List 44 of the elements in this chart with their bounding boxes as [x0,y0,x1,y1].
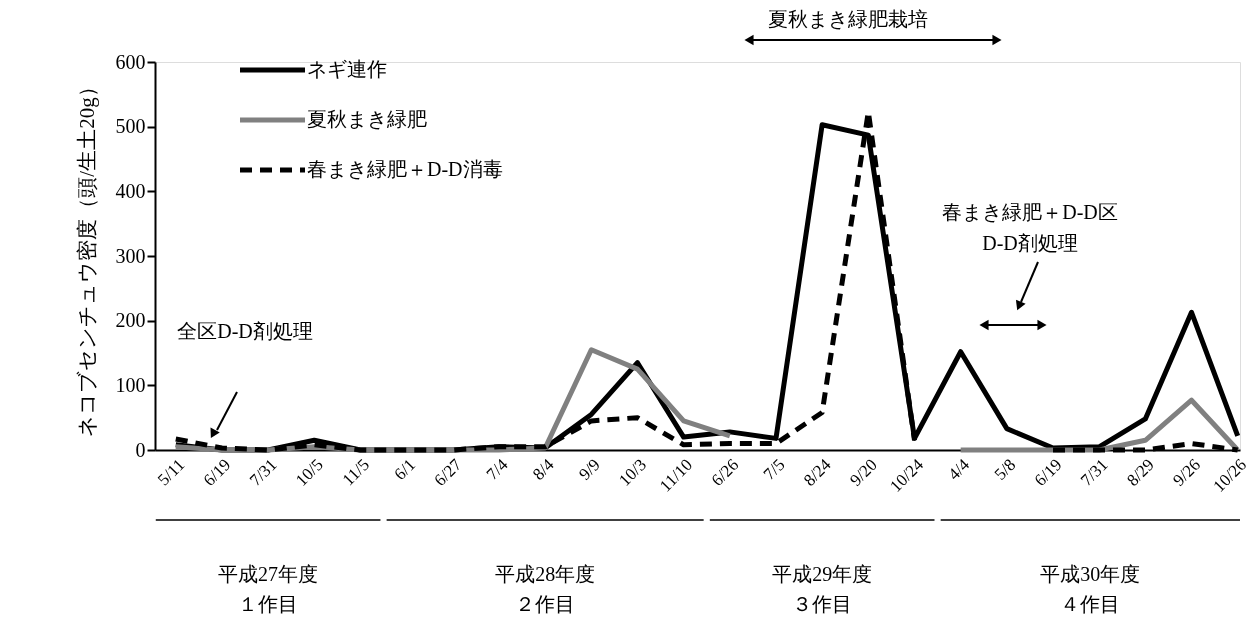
x-tick-label: 5/11 [153,455,189,490]
y-tick-label: 300 [115,244,146,267]
text: 平成29年度 [772,563,873,585]
text: ４作目 [1060,593,1121,615]
text: 平成27年度 [218,563,319,585]
legend-label: 春まき緑肥＋D-D消毒 [307,158,503,180]
x-tick-label: 10/3 [615,455,650,490]
x-tick-label: 6/1 [390,455,420,484]
x-tick-label: 9/9 [575,455,604,484]
x-tick-label: 4/4 [944,454,974,484]
x-tick-label: 9/20 [846,455,881,490]
text: ２作目 [515,593,576,615]
x-tick-label: 7/31 [1076,455,1112,490]
text: １作目 [238,593,299,615]
text: 平成30年度 [1040,563,1141,585]
y-tick-label: 200 [115,309,146,332]
x-tick-label: 6/19 [1030,455,1066,490]
x-tick-label: 6/27 [430,454,466,490]
x-tick-label: 7/31 [245,455,281,490]
y-tick-label: 0 [135,438,146,461]
annotation: D-D剤処理 [982,232,1078,254]
annotation: 春まき緑肥＋D-D区 [942,201,1118,223]
x-tick-label: 7/5 [759,455,789,484]
legend-label: 夏秋まき緑肥 [307,108,427,130]
text: 夏秋まき緑肥栽培 [768,8,928,30]
text: ３作目 [792,593,853,615]
x-tick-label: 6/26 [707,455,743,490]
x-tick-label: 10/5 [291,455,327,490]
x-tick-label: 5/8 [990,455,1020,484]
x-tick-label: 7/4 [482,454,512,484]
x-tick-label: 8/4 [528,454,558,484]
legend-label: ネギ連作 [307,58,387,80]
y-tick-label: 500 [115,115,146,138]
y-tick-label: 100 [115,373,146,396]
text: 平成28年度 [495,563,596,585]
x-tick-label: 8/29 [1123,455,1158,490]
x-tick-label: 11/5 [338,455,373,490]
y-axis-title: ネコブセンチュウ密度（頭/生土20g） [74,76,99,437]
y-tick-label: 600 [115,50,146,73]
x-tick-label: 8/24 [799,454,836,490]
annotation: 全区D-D剤処理 [177,320,313,342]
x-tick-label: 9/26 [1169,455,1205,490]
y-tick-label: 400 [115,179,146,202]
x-tick-label: 6/19 [199,455,235,490]
